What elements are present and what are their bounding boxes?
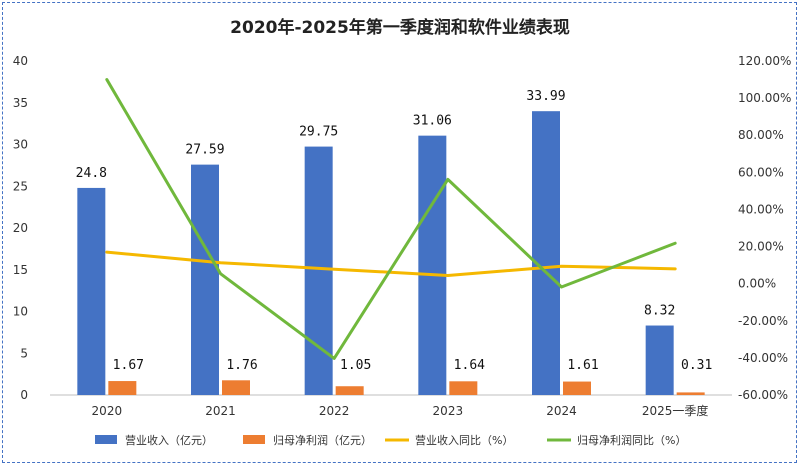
net-profit-bar bbox=[222, 380, 250, 395]
net-profit-bar bbox=[563, 381, 591, 395]
left-axis-tick: 30 bbox=[13, 138, 28, 152]
net-profit-data-label: 1.67 bbox=[113, 358, 144, 373]
right-axis-tick: -20.00% bbox=[738, 314, 788, 328]
net-profit-bar bbox=[676, 392, 705, 395]
legend-label: 营业收入同比（%） bbox=[415, 433, 513, 447]
revenue-bar bbox=[191, 164, 219, 395]
legend-label: 营业收入（亿元） bbox=[125, 433, 213, 447]
net-profit-yoy-line bbox=[105, 78, 677, 360]
revenue-data-label: 8.32 bbox=[644, 304, 675, 319]
revenue-yoy-line bbox=[105, 250, 677, 278]
x-axis-tick: 2022 bbox=[319, 404, 350, 418]
line-series bbox=[105, 78, 677, 360]
right-axis-tick: 80.00% bbox=[738, 128, 784, 142]
left-axis-tick: 35 bbox=[13, 96, 28, 110]
revenue-data-label: 31.06 bbox=[413, 114, 452, 129]
x-axis-labels: 2020 2021 2022 2023 2024 2025一季度 bbox=[92, 403, 709, 418]
left-axis-tick: 0 bbox=[20, 388, 28, 402]
net-profit-bar bbox=[108, 381, 137, 395]
chart-title: 2020年-2025年第一季度润和软件业绩表现 bbox=[230, 17, 570, 38]
right-axis: -60.00% -40.00% -20.00% 0.00% 20.00% 40.00% 60… bbox=[738, 54, 791, 402]
net-profit-bar bbox=[335, 386, 364, 395]
left-axis-tick: 5 bbox=[20, 346, 28, 360]
right-axis-tick: 40.00% bbox=[738, 202, 784, 216]
net-profit-bar bbox=[449, 381, 478, 395]
net-profit-data-label: 1.64 bbox=[454, 358, 485, 373]
revenue-bar bbox=[532, 111, 560, 395]
x-axis-tick: 2020 bbox=[92, 404, 123, 418]
revenue-bar bbox=[645, 325, 674, 395]
bar-series bbox=[77, 111, 705, 396]
legend-label: 归母净利润同比（%） bbox=[577, 433, 686, 447]
data-labels: 24.8 27.59 29.75 31.06 33.99 8.32 1.67 1.76 1.05… bbox=[76, 89, 713, 373]
right-axis-tick: 60.00% bbox=[738, 165, 784, 179]
net-profit-data-label: 1.61 bbox=[567, 358, 598, 373]
x-axis-tick: 2024 bbox=[546, 404, 577, 418]
legend-swatch bbox=[243, 435, 265, 444]
revenue-bar bbox=[77, 187, 106, 395]
right-axis-tick: 120.00% bbox=[738, 54, 791, 68]
right-axis-tick: 20.00% bbox=[738, 240, 784, 254]
left-axis-tick: 10 bbox=[13, 305, 28, 319]
right-axis-tick: 0.00% bbox=[738, 277, 776, 291]
right-axis-tick: 100.00% bbox=[738, 91, 791, 105]
revenue-data-label: 33.99 bbox=[526, 89, 565, 104]
legend-label: 归母净利润（亿元） bbox=[273, 433, 372, 447]
revenue-bar bbox=[418, 135, 447, 396]
left-axis: 0 5 10 15 20 25 30 35 40 bbox=[13, 54, 28, 402]
left-axis-tick: 15 bbox=[13, 263, 28, 277]
right-axis-tick: -60.00% bbox=[738, 388, 788, 402]
left-axis-tick: 25 bbox=[13, 179, 28, 193]
x-axis-tick: 2021 bbox=[205, 404, 236, 418]
net-profit-data-label: 0.31 bbox=[681, 358, 712, 373]
x-axis-tick: 2023 bbox=[433, 404, 464, 418]
net-profit-data-label: 1.76 bbox=[226, 358, 257, 373]
revenue-data-label: 27.59 bbox=[185, 143, 224, 158]
left-axis-tick: 40 bbox=[13, 54, 28, 68]
right-axis-tick: -40.00% bbox=[738, 351, 788, 365]
revenue-data-label: 24.8 bbox=[76, 166, 107, 181]
revenue-data-label: 29.75 bbox=[299, 125, 338, 140]
x-axis-tick: 2025一季度 bbox=[642, 403, 709, 418]
legend: 营业收入（亿元） 归母净利润（亿元） 营业收入同比（%） 归母净利润同比（%） bbox=[95, 433, 686, 447]
legend-swatch bbox=[95, 435, 117, 444]
net-profit-data-label: 1.05 bbox=[340, 358, 371, 373]
left-axis-tick: 20 bbox=[13, 221, 28, 235]
revenue-bar bbox=[304, 146, 333, 395]
